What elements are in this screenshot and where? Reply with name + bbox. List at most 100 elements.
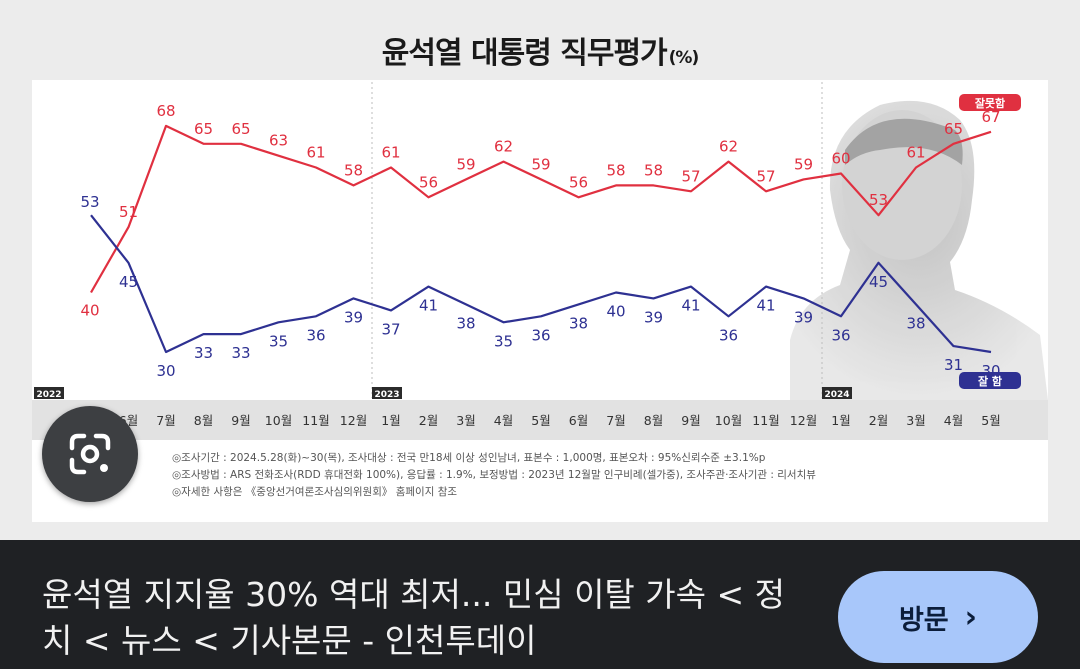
x-tick-label: 12월 (790, 413, 817, 428)
x-tick-label: 5월 (981, 413, 1000, 428)
data-label: 38 (456, 314, 475, 332)
data-label: 59 (531, 155, 550, 173)
data-label: 33 (194, 344, 213, 362)
data-label: 61 (306, 144, 325, 162)
data-label: 57 (756, 167, 775, 185)
data-label: 59 (456, 155, 475, 173)
x-axis-tick-labels: 5월6월7월8월9월10월11월12월1월2월3월4월5월6월7월8월9월10월… (81, 413, 1000, 428)
visit-button[interactable]: 방문 › (838, 571, 1038, 663)
data-label: 61 (906, 144, 925, 162)
data-label: 36 (719, 326, 738, 344)
visit-button-label: 방문 (898, 604, 949, 636)
legend-label-disapprove: 잘못함 (975, 96, 1005, 110)
data-label: 62 (719, 138, 738, 156)
data-label: 36 (531, 326, 550, 344)
data-label: 57 (681, 167, 700, 185)
x-tick-label: 3월 (906, 413, 925, 428)
x-tick-label: 2월 (869, 413, 888, 428)
x-tick-label: 4월 (944, 413, 963, 428)
x-tick-label: 12월 (340, 413, 367, 428)
portrait-silhouette (790, 100, 1048, 400)
data-label: 33 (231, 344, 250, 362)
data-label: 58 (644, 161, 663, 179)
year-label-box (822, 387, 852, 399)
data-label: 45 (869, 273, 888, 291)
year-labels: 2022 2023 2024 (34, 387, 852, 400)
chart-title-unit: (%) (668, 48, 700, 68)
x-tick-label: 7월 (156, 413, 175, 428)
survey-note-2: ◎조사방법 : ARS 전화조사(RDD 휴대전화 100%), 응답률 : 1… (172, 469, 816, 481)
data-label: 36 (306, 326, 325, 344)
google-lens-icon (69, 433, 111, 475)
year-label-box (34, 387, 64, 399)
data-label: 35 (269, 332, 288, 350)
data-label: 61 (381, 144, 400, 162)
year-label-box (372, 387, 402, 399)
data-label: 39 (344, 308, 363, 326)
data-label: 37 (381, 320, 400, 338)
x-tick-label: 11월 (752, 413, 779, 428)
data-label: 60 (831, 150, 850, 168)
survey-note-1: ◎조사기간 : 2024.5.28(화)~30(목), 조사대상 : 전국 만1… (172, 452, 766, 464)
survey-note-3: ◎자세한 사항은 《중앙선거여론조사심의위원회》 홈페이지 참조 (172, 486, 458, 498)
data-label: 67 (981, 108, 1000, 126)
chart-title-text: 윤석열 대통령 직무평가 (381, 36, 668, 71)
series-line (90, 124, 992, 294)
data-label: 30 (156, 362, 175, 380)
x-tick-label: 8월 (194, 413, 213, 428)
year-label: 2023 (374, 390, 399, 400)
legend-label-approve: 잘 함 (978, 374, 1002, 388)
x-tick-label: 2월 (419, 413, 438, 428)
data-label: 58 (344, 161, 363, 179)
year-separators (371, 82, 823, 398)
data-label: 51 (119, 203, 138, 221)
x-tick-label: 1월 (831, 413, 850, 428)
data-label: 65 (194, 120, 213, 138)
data-label: 68 (156, 102, 175, 120)
approval-line-chart: 40 51 68 65 65 63 61 58 61 56 59 62 59 56 58 58 57 62 57 59… (34, 82, 1048, 428)
x-tick-label: 10월 (265, 413, 292, 428)
data-label: 56 (419, 173, 438, 191)
x-tick-label: 7월 (606, 413, 625, 428)
year-label: 2024 (824, 390, 849, 400)
survey-notes: ◎조사기간 : 2024.5.28(화)~30(목), 조사대상 : 전국 만1… (172, 450, 1042, 522)
data-label: 38 (906, 314, 925, 332)
data-label: 53 (869, 191, 888, 209)
x-tick-label: 10월 (715, 413, 742, 428)
legend-tag-disapprove (959, 94, 1021, 111)
data-label: 41 (419, 297, 438, 315)
x-tick-label: 11월 (302, 413, 329, 428)
x-axis-band (32, 400, 1048, 440)
search-result-image[interactable]: 윤석열 대통령 직무평가 (%) 40 51 68 65 65 63 61 58 61 56 59 62… (0, 0, 1080, 540)
x-tick-label: 4월 (494, 413, 513, 428)
chevron-right-icon: › (964, 599, 978, 635)
data-label: 65 (231, 120, 250, 138)
data-label: 59 (794, 155, 813, 173)
x-tick-label: 3월 (456, 413, 475, 428)
year-label: 2022 (36, 390, 61, 400)
data-label: 38 (569, 314, 588, 332)
data-label: 39 (794, 308, 813, 326)
google-lens-button[interactable] (42, 406, 138, 502)
data-label: 58 (606, 161, 625, 179)
x-tick-label: 9월 (231, 413, 250, 428)
data-label: 41 (756, 297, 775, 315)
x-tick-label: 6월 (569, 413, 588, 428)
data-label: 36 (831, 326, 850, 344)
data-label: 53 (80, 193, 99, 211)
x-tick-label: 9월 (681, 413, 700, 428)
x-tick-label: 1월 (381, 413, 400, 428)
data-label: 45 (119, 273, 138, 291)
series-line (90, 214, 992, 354)
data-label: 35 (494, 332, 513, 350)
result-title-link[interactable]: 윤석열 지지율 30% 역대 최저... 민심 이탈 가속 < 정치 < 뉴스 … (42, 575, 785, 660)
chart-title: 윤석열 대통령 직무평가 (%) (0, 28, 1080, 72)
x-tick-label: 5월 (531, 413, 550, 428)
legend-tag-approve (959, 372, 1021, 389)
data-label: 31 (944, 356, 963, 374)
series-disapprove: 40 51 68 65 65 63 61 58 61 56 59 62 59 56 58 58 57 62 57 59… (80, 102, 1000, 320)
data-label: 40 (80, 302, 99, 320)
data-label: 63 (269, 132, 288, 150)
series-approve: 53 45 30 33 33 35 36 39 37 41 38 35 36 38 40 39 41 36 41 39… (80, 193, 1000, 380)
